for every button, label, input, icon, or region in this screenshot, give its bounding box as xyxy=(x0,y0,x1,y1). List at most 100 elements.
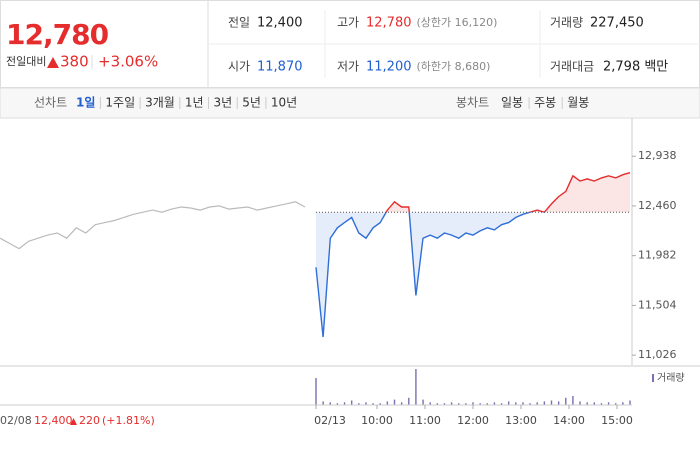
x-tick-label: 11:00 xyxy=(409,414,441,427)
volume-bar xyxy=(607,402,610,405)
volume-bar xyxy=(629,400,631,405)
volume-bar xyxy=(486,403,488,405)
volume-bar xyxy=(600,403,603,405)
tab[interactable]: 일봉 xyxy=(501,96,523,110)
up-arrow xyxy=(70,418,77,425)
volume-bar xyxy=(493,402,496,405)
tab[interactable]: 3개월 xyxy=(145,96,175,110)
volume-bar xyxy=(515,402,517,405)
volume-bar xyxy=(500,403,503,405)
volume-label: 거래량 xyxy=(657,372,685,384)
volume-bar xyxy=(507,401,510,405)
volume-bar xyxy=(543,401,546,405)
x-tick-label: 12:00 xyxy=(457,414,489,427)
y-tick-label: 11,026 xyxy=(638,348,677,361)
volume-bar xyxy=(472,402,474,405)
volume-bar xyxy=(365,402,367,405)
volume-bar xyxy=(593,402,596,405)
change-pct: +3.06% xyxy=(98,53,158,71)
stat-value: 11,870 xyxy=(257,60,303,75)
volume-bar xyxy=(465,403,467,405)
stat-value: 12,400 xyxy=(257,16,303,31)
volume-bar xyxy=(415,369,417,405)
prev-close: 12,400 xyxy=(34,414,73,427)
prev-change: 220 xyxy=(79,414,100,427)
stat-note: (하한가 8,680) xyxy=(417,59,491,73)
volume-bar xyxy=(358,403,360,405)
volume-bar xyxy=(329,402,331,405)
stat-label: 거래량 xyxy=(550,16,583,30)
up-arrow xyxy=(47,57,59,68)
volume-bar xyxy=(586,402,588,405)
x-tick-label: 10:00 xyxy=(361,414,393,427)
y-tick-label: 12,938 xyxy=(638,149,677,162)
volume-bar xyxy=(615,403,617,405)
stat-label: 거래대금 xyxy=(550,60,594,74)
tab[interactable]: 월봉 xyxy=(567,96,589,110)
tab[interactable]: 3년 xyxy=(214,96,233,110)
volume-bar xyxy=(436,403,439,405)
tab[interactable]: 5년 xyxy=(242,96,261,110)
today-line xyxy=(315,212,546,338)
stat-value: 12,780 xyxy=(366,16,412,31)
change: 380 xyxy=(60,53,89,71)
volume-bar xyxy=(450,402,453,405)
volume-swatch xyxy=(652,374,654,382)
today-line xyxy=(385,172,631,213)
tab-bar xyxy=(0,87,700,119)
volume-bar xyxy=(386,401,389,405)
prev-pct: (+1.81%) xyxy=(102,414,155,427)
x-tick-label: 14:00 xyxy=(553,414,585,427)
volume-bar xyxy=(536,402,538,405)
stat-label: 저가 xyxy=(337,60,359,74)
stat-value: 227,450 xyxy=(590,16,644,31)
tab[interactable]: 주봉 xyxy=(534,96,556,110)
stat-value: 2,798 백만 xyxy=(603,60,668,75)
x-tick-label: 02/13 xyxy=(314,414,346,427)
volume-bar xyxy=(393,399,396,405)
y-tick-label: 12,460 xyxy=(638,199,677,212)
stat-label: 시가 xyxy=(228,60,250,74)
stat-note: (상한가 16,120) xyxy=(417,16,498,29)
today-area xyxy=(316,172,630,213)
volume-bar xyxy=(522,402,524,405)
x-tick-label: 15:00 xyxy=(601,414,633,427)
x-tick-label: 13:00 xyxy=(505,414,537,427)
volume-bar xyxy=(443,403,446,405)
price: 12,780 xyxy=(6,18,109,51)
volume-bar xyxy=(315,378,317,405)
tab[interactable]: 1일 xyxy=(76,96,95,110)
prev-day-line xyxy=(0,201,306,250)
volume-bar xyxy=(408,397,410,405)
volume-bar xyxy=(579,401,581,405)
volume-bar xyxy=(479,403,481,405)
tab-group-label: 봉차트 xyxy=(456,96,489,110)
volume-bar xyxy=(400,402,403,405)
volume-bar xyxy=(622,402,624,405)
prev-date: 02/08 xyxy=(0,414,32,427)
tab-group-label: 선차트 xyxy=(34,96,67,110)
tab[interactable]: 1년 xyxy=(185,96,204,110)
volume-bar xyxy=(529,403,531,405)
today-area xyxy=(316,212,545,337)
volume-bar xyxy=(429,402,431,405)
volume-bar xyxy=(322,401,324,405)
volume-bar xyxy=(379,403,381,405)
change-label: 전일대비 xyxy=(6,54,46,68)
tab[interactable]: 1주일 xyxy=(105,96,135,110)
volume-bar xyxy=(557,401,560,405)
volume-bar xyxy=(458,403,460,405)
volume-bar xyxy=(336,403,339,405)
stat-value: 11,200 xyxy=(366,60,412,75)
tab[interactable]: 10년 xyxy=(271,96,297,110)
y-tick-label: 11,982 xyxy=(638,249,677,262)
volume-bar xyxy=(343,402,346,405)
volume-bar xyxy=(422,399,424,405)
volume-bar xyxy=(565,397,567,405)
stat-label: 전일 xyxy=(228,16,250,30)
stat-label: 고가 xyxy=(337,16,359,30)
y-tick-label: 11,504 xyxy=(638,298,677,311)
volume-bar xyxy=(350,400,353,405)
volume-bar xyxy=(550,400,553,405)
